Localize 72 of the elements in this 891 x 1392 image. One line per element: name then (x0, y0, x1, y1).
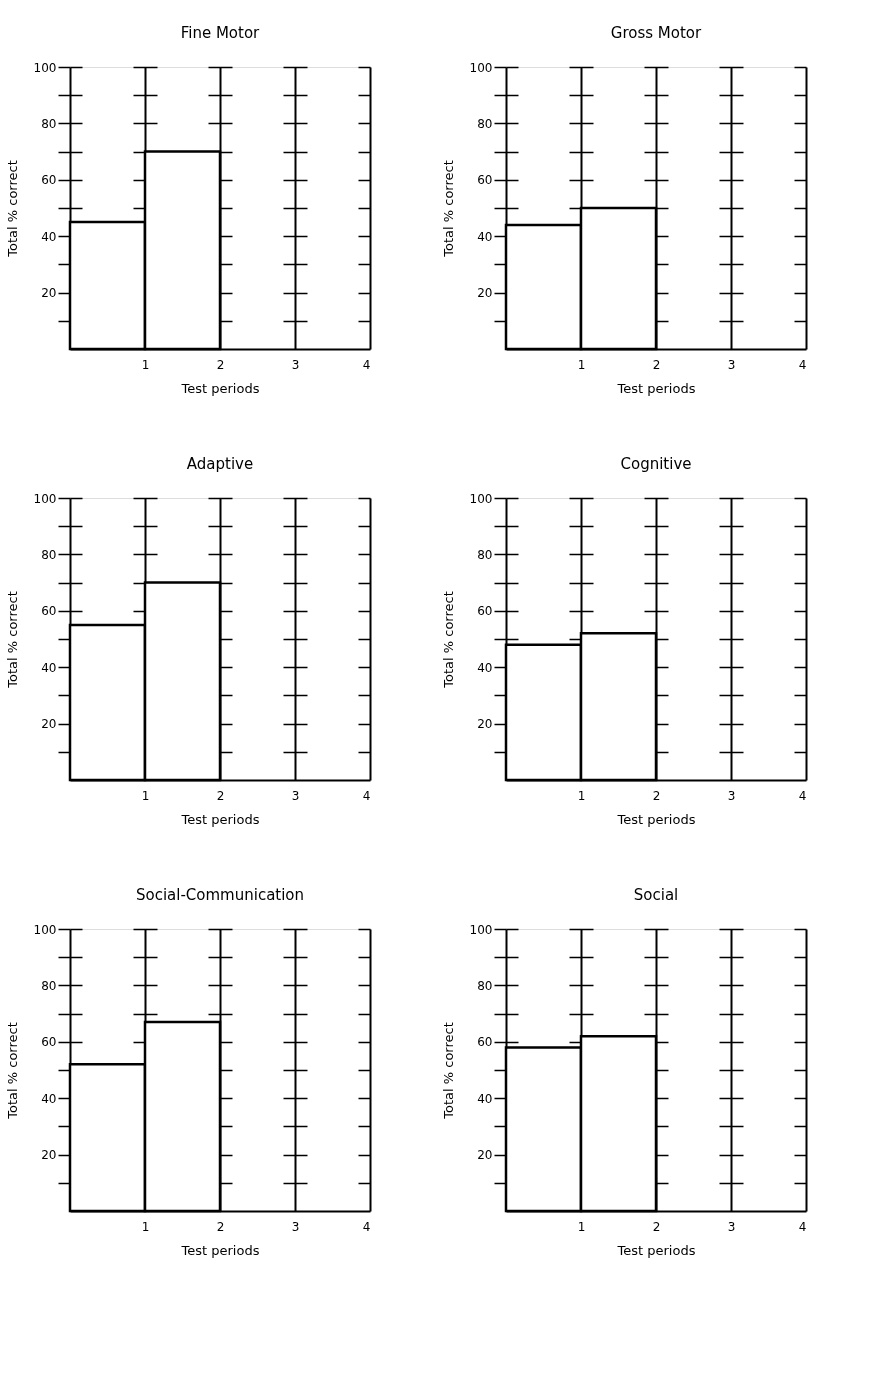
y-tick-label: 40 (477, 229, 493, 244)
x-tick-label: 2 (652, 788, 661, 803)
x-tick-label: 1 (141, 788, 150, 803)
x-tick-label: 4 (798, 788, 807, 803)
chart-title: Adaptive (186, 455, 254, 473)
x-axis-title: Test periods (616, 811, 696, 827)
x-axis-title: Test periods (180, 1242, 260, 1258)
chart-title: Social-Communication (135, 886, 305, 904)
y-tick-label: 40 (41, 229, 57, 244)
y-axis-title: Total % correct (440, 160, 456, 258)
x-tick-label: 3 (291, 788, 300, 803)
y-axis-title: Total % correct (4, 160, 20, 258)
x-axis-title: Test periods (616, 1242, 696, 1258)
x-tick-label: 2 (216, 1219, 225, 1234)
y-tick-label: 40 (41, 1091, 57, 1106)
x-axis-title: Test periods (180, 811, 260, 827)
y-axis-title: Total % correct (440, 1022, 456, 1120)
x-tick-label: 4 (362, 1219, 371, 1234)
y-axis-title: Total % correct (440, 591, 456, 689)
y-tick-label: 80 (41, 547, 57, 562)
x-tick-label: 4 (362, 788, 371, 803)
x-tick-label: 4 (798, 357, 807, 372)
x-tick-label: 3 (291, 357, 300, 372)
x-tick-label: 4 (798, 1219, 807, 1234)
y-tick-label: 20 (41, 1148, 57, 1163)
x-tick-label: 3 (727, 788, 736, 803)
y-axis-title: Total % correct (4, 591, 20, 689)
y-tick-label: 100 (33, 491, 57, 506)
x-axis-title: Test periods (616, 380, 696, 396)
y-tick-label: 80 (477, 547, 493, 562)
x-tick-label: 1 (141, 1219, 150, 1234)
y-tick-label: 20 (41, 717, 57, 732)
chart-title: Social (633, 886, 679, 904)
y-tick-label: 100 (469, 60, 493, 75)
y-tick-label: 80 (477, 978, 493, 993)
x-tick-label: 4 (362, 357, 371, 372)
x-tick-label: 3 (291, 1219, 300, 1234)
y-tick-label: 60 (41, 604, 57, 619)
y-tick-label: 100 (469, 922, 493, 937)
y-tick-label: 80 (41, 116, 57, 131)
y-tick-label: 20 (477, 717, 493, 732)
y-tick-label: 20 (477, 1148, 493, 1163)
x-axis-title: Test periods (180, 380, 260, 396)
x-tick-label: 2 (652, 357, 661, 372)
chart-title: Cognitive (620, 455, 692, 473)
y-tick-label: 60 (477, 173, 493, 188)
x-tick-label: 2 (216, 788, 225, 803)
y-tick-label: 20 (41, 286, 57, 301)
y-tick-label: 60 (41, 173, 57, 188)
x-tick-label: 2 (652, 1219, 661, 1234)
chart-title: Fine Motor (180, 24, 261, 42)
x-tick-label: 3 (727, 1219, 736, 1234)
x-tick-label: 1 (141, 357, 150, 372)
y-tick-label: 60 (477, 604, 493, 619)
y-axis-title: Total % correct (4, 1022, 20, 1120)
y-tick-label: 100 (33, 60, 57, 75)
x-tick-label: 1 (577, 788, 586, 803)
y-tick-label: 80 (477, 116, 493, 131)
x-tick-label: 2 (216, 357, 225, 372)
y-tick-label: 80 (41, 978, 57, 993)
y-tick-label: 60 (477, 1035, 493, 1050)
chart-title: Gross Motor (610, 24, 703, 42)
y-tick-label: 60 (41, 1035, 57, 1050)
y-tick-label: 100 (469, 491, 493, 506)
x-tick-label: 3 (727, 357, 736, 372)
x-tick-label: 1 (577, 357, 586, 372)
y-tick-label: 40 (41, 660, 57, 675)
y-tick-label: 40 (477, 1091, 493, 1106)
x-tick-label: 1 (577, 1219, 586, 1234)
y-tick-label: 20 (477, 286, 493, 301)
y-tick-label: 40 (477, 660, 493, 675)
y-tick-label: 100 (33, 922, 57, 937)
